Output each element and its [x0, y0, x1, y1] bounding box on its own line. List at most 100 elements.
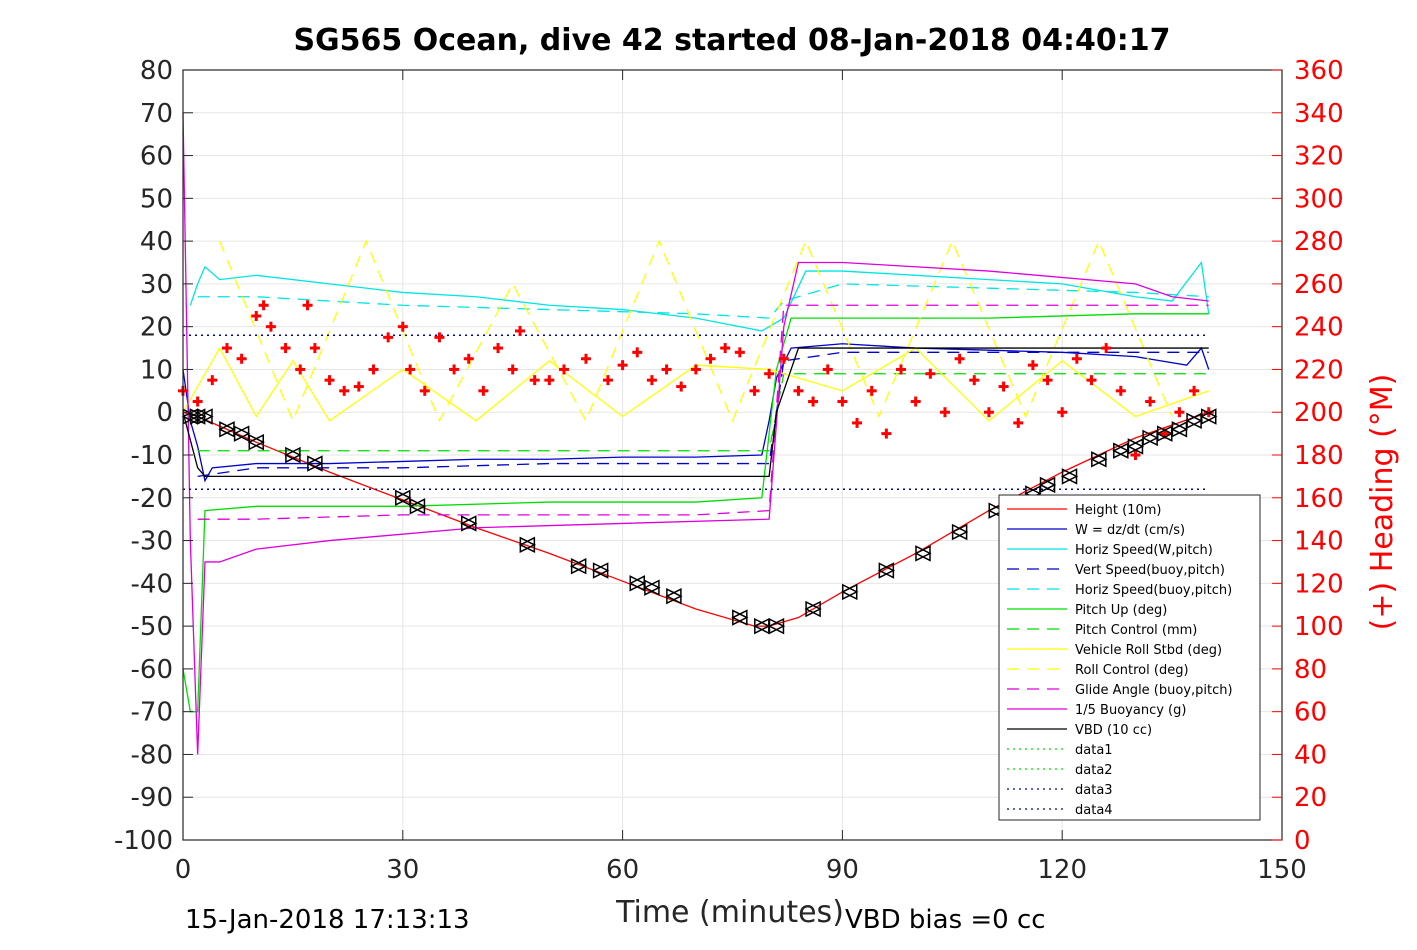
x-tick-label: 60: [606, 855, 639, 885]
heading-point: [309, 343, 320, 354]
legend-label: 1/5 Buoyancy (g): [1075, 703, 1186, 718]
heading-point: [602, 375, 613, 386]
axes: 0 30 60 90 120 15080706050403020100-10-20-30-…: [114, 56, 1344, 885]
series-line: [189, 260, 1210, 332]
legend-label: W = dz/dt (cm/s): [1075, 523, 1185, 538]
dive-marker: [877, 562, 896, 579]
heading-point: [734, 347, 745, 358]
dive-marker: [643, 579, 661, 596]
y-right-tick-label: 120: [1294, 569, 1344, 599]
heading-point: [295, 364, 306, 375]
legend-label: Horiz Speed(buoy,pitch): [1075, 583, 1232, 598]
y-right-tick-label: 100: [1294, 612, 1344, 642]
heading-point: [690, 364, 701, 375]
heading-point: [383, 332, 394, 343]
y-right-tick-label: 140: [1294, 527, 1344, 557]
y-left-tick-label: 40: [140, 227, 173, 257]
heading-point: [207, 375, 218, 386]
x-tick-label: 30: [386, 855, 419, 885]
heading-point: [749, 385, 760, 396]
heading-point: [764, 368, 775, 379]
x-tick-label: 120: [1037, 855, 1087, 885]
heading-point: [1013, 417, 1024, 428]
heading-point: [998, 381, 1009, 392]
dive-marker: [1112, 442, 1130, 459]
x-tick-label: 0: [175, 855, 192, 885]
dive-marker: [1200, 408, 1218, 425]
heading-point: [221, 343, 232, 354]
x-tick-label: 90: [826, 855, 859, 885]
heading-point: [463, 353, 474, 364]
y-left-tick-label: 10: [140, 355, 173, 385]
heading-point: [419, 385, 430, 396]
heading-point: [793, 385, 804, 396]
y-right-tick-label: 260: [1294, 270, 1344, 300]
y-right-tick-label: 220: [1294, 355, 1344, 385]
y-right-tick-label: 340: [1294, 99, 1344, 129]
heading-point: [925, 368, 936, 379]
y-axis-right-label: (+) Heading (°M): [1365, 374, 1400, 631]
heading-point: [808, 396, 819, 407]
heading-point: [1174, 407, 1185, 418]
y-left-tick-label: -10: [131, 441, 173, 471]
heading-point: [896, 364, 907, 375]
legend-label: Horiz Speed(W,pitch): [1075, 543, 1213, 558]
y-left-tick-label: 60: [140, 142, 173, 172]
heading-point: [434, 332, 445, 343]
series-line: [182, 112, 1209, 755]
dive-marker: [731, 609, 749, 626]
heading-point: [280, 343, 291, 354]
heading-point: [558, 364, 569, 375]
series-line: [182, 346, 1209, 422]
y-right-tick-label: 240: [1294, 313, 1344, 343]
heading-point: [939, 407, 950, 418]
series-line: [182, 313, 1209, 713]
heading-point: [265, 321, 276, 332]
y-right-tick-label: 60: [1294, 698, 1327, 728]
y-left-tick-label: -50: [131, 612, 173, 642]
heading-point: [405, 364, 416, 375]
legend-label: Height (10m): [1075, 503, 1161, 518]
series-line: [197, 351, 1209, 478]
y-left-tick-label: 0: [156, 398, 173, 428]
heading-point: [646, 375, 657, 386]
y-left-tick-label: 70: [140, 99, 173, 129]
heading-point: [1130, 450, 1141, 460]
dive-marker: [1038, 476, 1057, 494]
heading-point: [507, 364, 518, 375]
heading-point: [676, 381, 687, 392]
x-axis-label: Time (minutes): [615, 895, 844, 930]
legend-label: data1: [1075, 743, 1113, 758]
y-right-tick-label: 320: [1294, 142, 1344, 172]
heading-point: [1042, 375, 1053, 386]
dive-marker: [306, 455, 324, 472]
y-left-tick-label: -90: [131, 783, 173, 813]
heading-point: [251, 310, 262, 321]
series-line: [182, 343, 1210, 483]
heading-point: [1086, 375, 1097, 386]
y-left-tick-label: 30: [140, 270, 173, 300]
heading-point: [236, 353, 247, 364]
heading-point: [580, 353, 591, 364]
dive-marker: [247, 433, 265, 451]
heading-point: [617, 360, 628, 371]
heading-point: [778, 353, 789, 364]
y-left-tick-label: -100: [114, 826, 173, 856]
y-left-tick-label: -20: [131, 484, 173, 514]
y-right-tick-label: 20: [1294, 783, 1327, 813]
heading-point: [1071, 353, 1082, 364]
dive-marker: [460, 515, 478, 532]
dive-marker: [518, 536, 537, 554]
heading-point: [449, 364, 460, 375]
dive-marker: [1126, 438, 1145, 455]
heading-point: [1057, 407, 1068, 418]
heading-point: [493, 343, 504, 354]
heading-point: [368, 364, 379, 375]
legend-label: data3: [1075, 783, 1113, 798]
heading-point: [544, 375, 555, 386]
y-right-tick-label: 280: [1294, 227, 1344, 257]
dive-marker: [284, 446, 302, 464]
heading-point: [954, 353, 965, 364]
heading-point: [515, 325, 526, 336]
